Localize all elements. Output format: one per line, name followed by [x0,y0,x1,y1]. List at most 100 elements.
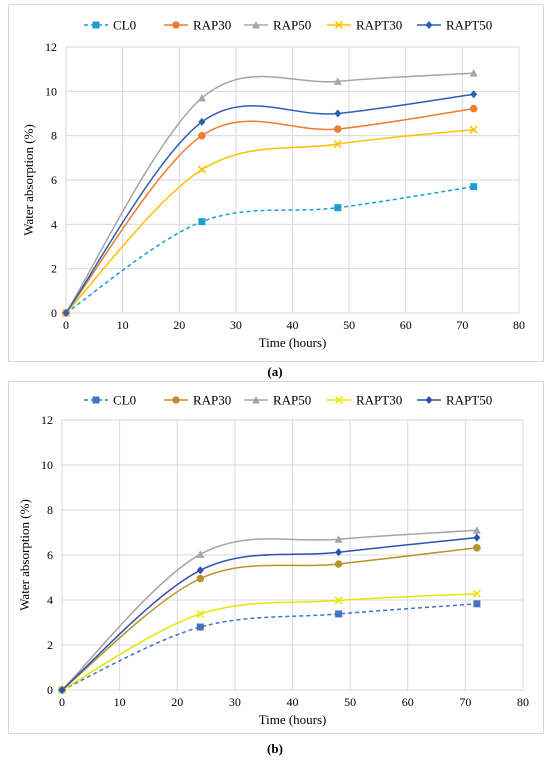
series-line-rapt50 [61,536,477,691]
data-point-cl0 [198,218,206,226]
x-tick-label: 0 [63,318,69,332]
x-tick-label: 80 [513,318,525,332]
x-tick-label: 40 [287,695,299,709]
data-point-rapt50 [335,548,343,557]
data-point-rap30 [469,104,478,113]
data-point-rap30 [198,131,206,140]
x-tick-label: 20 [171,695,183,709]
data-point-rapt30 [196,609,205,618]
series-line-rapt30 [61,592,477,691]
data-point-rap30 [334,560,343,568]
legend-label-rap30: RAP30 [193,18,231,33]
x-tick-label: 70 [456,318,468,332]
legend-marker-cl0 [92,21,100,29]
data-point-rap50 [334,535,343,543]
series-line-rap50 [61,529,477,691]
y-axis-label: Water absorption (%) [21,124,36,236]
y-tick-label: 10 [41,458,53,472]
x-tick-label: 0 [59,695,65,709]
data-point-rap30 [334,125,342,133]
data-point-cl0 [473,600,481,608]
y-tick-label: 6 [51,173,57,187]
y-tick-label: 8 [51,129,57,143]
legend-label-rap50: RAP50 [273,393,311,408]
data-point-rapt50 [334,109,342,118]
y-tick-label: 0 [47,683,53,697]
data-point-cl0 [334,204,342,212]
x-tick-label: 20 [173,318,185,332]
x-tick-label: 70 [459,695,471,709]
x-axis-label: Time (hours) [259,712,327,727]
x-tick-label: 60 [400,318,412,332]
series-line-cl0 [61,603,477,691]
data-point-rapt30 [197,165,206,174]
x-axis-label: Time (hours) [259,335,327,350]
series-line-rap50 [65,72,474,314]
legend-label-rapt50: RAPT50 [446,393,492,408]
chart-panel-b: 0 10 20 30 40 50 60 70 80 0 2 4 6 8 10 12 Time (hours) Wa… [8,381,544,734]
x-tick-label: 30 [230,318,242,332]
legend-marker-rapt30 [334,395,344,405]
y-tick-label: 4 [51,217,57,231]
y-tick-label: 4 [47,593,53,607]
y-tick-label: 0 [51,306,57,320]
data-point-rap50 [472,526,481,534]
legend-marker-rapt50 [425,396,433,404]
x-tick-label: 30 [229,695,241,709]
y-axis-label: Water absorption (%) [17,499,32,611]
y-tick-label: 8 [47,503,53,517]
x-tick-label: 40 [287,318,299,332]
x-tick-label: 10 [117,318,129,332]
caption-a-label: (a) [267,364,283,379]
legend-marker-cl0 [92,396,100,404]
series-line-rapt50 [65,93,474,314]
series-line-rap30 [61,547,477,691]
data-point-rapt50 [470,90,478,99]
data-point-rap50 [196,550,205,558]
data-point-cl0 [470,183,478,191]
legend-label-rap30: RAP30 [193,393,231,408]
data-point-rap50 [333,77,342,85]
y-tick-label: 10 [45,84,57,98]
legend-marker-rap30 [172,396,180,404]
legend-label-rap50: RAP50 [273,18,311,33]
x-tick-label: 60 [402,695,414,709]
x-tick-label: 50 [344,695,356,709]
data-point-rapt50 [473,533,481,542]
y-tick-label: 2 [51,262,57,276]
x-tick-label: 10 [114,695,126,709]
legend-marker-rap30 [172,21,180,29]
data-point-rapt30 [472,589,481,598]
data-point-rap30 [196,574,205,583]
data-point-rap30 [473,544,481,552]
data-point-rapt50 [58,686,66,694]
y-tick-label: 2 [47,638,53,652]
y-tick-label: 12 [41,413,53,427]
data-point-rapt30 [334,596,343,605]
legend-label-rapt30: RAPT30 [356,393,402,408]
legend-marker-rap50 [252,396,260,404]
data-point-cl0 [335,610,343,618]
caption-a: (a) [0,364,550,380]
chart-panel-a: 0 10 20 30 40 50 60 70 80 0 2 4 6 8 10 12 Time (hours) Wa… [8,4,544,362]
series-line-cl0 [65,185,474,314]
series-line-rap30 [65,107,474,314]
data-point-rapt50 [198,117,206,126]
legend-marker-rapt30 [334,20,344,30]
chart-b: 0 10 20 30 40 50 60 70 80 0 2 4 6 8 10 12 Time (hours) Wa… [17,393,529,728]
caption-b-label: (b) [267,741,283,756]
x-tick-label: 80 [517,695,529,709]
data-point-rapt30 [469,125,478,134]
data-point-rapt50 [196,566,204,575]
legend-label-rapt30: RAPT30 [356,18,402,33]
data-point-rapt30 [333,140,342,149]
data-point-rapt50 [62,309,70,317]
legend-label-cl0: CL0 [113,393,136,408]
legend-label-cl0: CL0 [113,18,136,33]
caption-b: (b) [0,741,550,757]
y-tick-label: 6 [47,548,53,562]
data-point-cl0 [196,623,204,631]
legend-label-rapt50: RAPT50 [446,18,492,33]
data-point-rap50 [197,93,206,102]
chart-a: 0 10 20 30 40 50 60 70 80 0 2 4 6 8 10 12 Time (hours) Wa… [21,18,525,351]
